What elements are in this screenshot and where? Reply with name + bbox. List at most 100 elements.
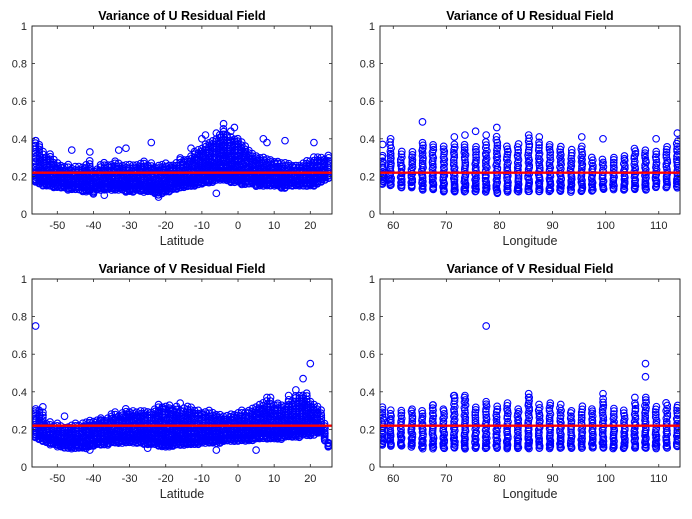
- data-point-outlier: [281, 136, 289, 145]
- data-point: [524, 151, 532, 160]
- data-point: [652, 150, 661, 159]
- data-point-outlier: [143, 444, 152, 453]
- data-point-outlier: [263, 393, 271, 402]
- data-point: [662, 145, 671, 154]
- data-point: [158, 160, 166, 169]
- data-point: [556, 400, 565, 409]
- data-point: [492, 411, 501, 420]
- data-point: [630, 144, 639, 153]
- data-point-outlier: [114, 146, 123, 154]
- data-point: [428, 409, 437, 418]
- data-point: [652, 410, 660, 419]
- data-point: [631, 404, 640, 413]
- data-point: [418, 412, 427, 421]
- data-point: [472, 143, 480, 151]
- data-point: [396, 173, 405, 182]
- data-point: [524, 417, 533, 425]
- y-tick-label: 0.2: [360, 424, 375, 436]
- data-point: [320, 419, 329, 428]
- data-point: [396, 158, 405, 167]
- data-point: [179, 415, 188, 423]
- data-point: [503, 153, 511, 162]
- data-point: [295, 391, 304, 400]
- data-point: [493, 141, 502, 150]
- data-point: [493, 402, 502, 411]
- data-point: [641, 156, 650, 165]
- data-point: [672, 139, 680, 148]
- data-point: [641, 411, 650, 420]
- x-axis-label: Longitude: [503, 487, 558, 501]
- data-point: [380, 151, 387, 160]
- data-point: [440, 409, 448, 418]
- data-point: [450, 180, 459, 188]
- data-point: [313, 156, 322, 164]
- data-point: [673, 406, 680, 415]
- data-point: [503, 405, 511, 413]
- data-point: [599, 158, 607, 167]
- data-point: [651, 413, 660, 421]
- data-point-outlier: [147, 138, 156, 147]
- x-tick-label: -20: [158, 220, 174, 232]
- x-tick-label: 20: [304, 220, 316, 232]
- data-point: [651, 408, 660, 417]
- data-point: [471, 405, 480, 414]
- data-point: [598, 155, 607, 164]
- data-point: [450, 410, 459, 419]
- data-point-outlier: [60, 412, 69, 421]
- data-point: [39, 147, 47, 156]
- x-tick-label: 20: [304, 473, 316, 485]
- data-point: [460, 148, 469, 157]
- data-point: [461, 155, 469, 164]
- data-point: [248, 149, 257, 158]
- data-point: [429, 414, 437, 423]
- data-point: [535, 141, 543, 149]
- data-point-outlier: [230, 123, 239, 132]
- data-point-outlier: [187, 144, 195, 153]
- data-point: [380, 403, 387, 412]
- data-point: [262, 408, 271, 416]
- data-point: [535, 149, 544, 158]
- data-point: [652, 416, 661, 425]
- data-point: [514, 140, 523, 148]
- data-point: [450, 415, 459, 424]
- y-tick-label: 0.8: [360, 59, 375, 71]
- data-point: [641, 401, 649, 410]
- data-point: [482, 429, 491, 438]
- data-point: [302, 389, 311, 398]
- data-point: [588, 405, 596, 413]
- data-point-outlier: [85, 148, 94, 156]
- data-point: [303, 392, 311, 400]
- panel-v-longitude: Variance of V Residual Field Longitude 6…: [360, 262, 681, 501]
- data-point: [419, 141, 427, 150]
- data-point: [536, 417, 544, 425]
- y-tick-label: 0.6: [12, 349, 27, 361]
- data-point: [662, 398, 670, 407]
- data-point: [429, 145, 438, 154]
- data-point: [587, 153, 596, 162]
- data-point: [277, 159, 286, 167]
- data-point: [428, 151, 437, 160]
- data-point: [380, 416, 388, 424]
- data-point: [578, 402, 587, 411]
- data-point: [556, 148, 565, 157]
- data-point: [630, 160, 639, 169]
- data-point: [535, 144, 543, 152]
- data-point: [492, 437, 501, 446]
- data-point: [100, 158, 108, 167]
- data-point: [672, 414, 680, 423]
- data-point-outlier: [524, 393, 533, 402]
- data-point: [386, 138, 394, 146]
- data-point: [429, 440, 438, 448]
- data-point: [673, 403, 680, 412]
- data-point: [673, 157, 680, 166]
- data-point: [252, 406, 260, 414]
- data-point: [504, 409, 512, 418]
- data-point: [556, 145, 565, 154]
- x-tick-label: 80: [493, 473, 505, 485]
- data-point: [450, 397, 459, 405]
- data-point: [165, 404, 174, 412]
- y-tick-label: 1: [369, 274, 375, 286]
- data-point: [546, 401, 554, 410]
- data-point: [493, 144, 502, 153]
- data-point: [609, 410, 618, 418]
